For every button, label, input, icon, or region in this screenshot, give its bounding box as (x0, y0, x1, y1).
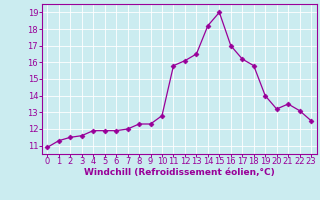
X-axis label: Windchill (Refroidissement éolien,°C): Windchill (Refroidissement éolien,°C) (84, 168, 275, 177)
